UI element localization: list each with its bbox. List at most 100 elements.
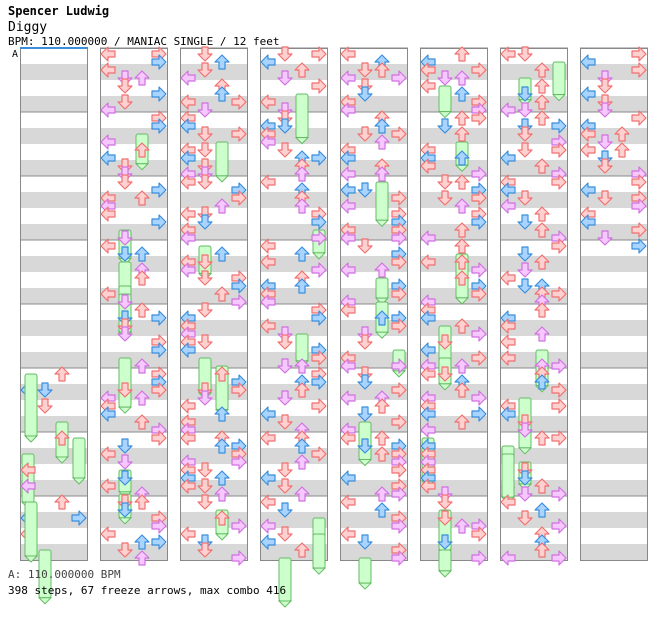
step-arrow-up — [534, 542, 550, 558]
step-arrow-right — [391, 70, 407, 86]
step-arrow-up — [294, 278, 310, 294]
step-arrow-left — [420, 406, 436, 422]
step-arrow-right — [391, 486, 407, 502]
beat-stripe — [180, 400, 248, 416]
step-arrow-right — [471, 550, 487, 566]
step-arrow-up — [454, 110, 470, 126]
step-arrow-down — [117, 502, 133, 518]
beat-stripe — [260, 272, 328, 288]
chart-column — [420, 47, 488, 561]
beat-stripe — [340, 176, 408, 192]
step-arrow-right — [551, 174, 567, 190]
step-arrow-left — [420, 230, 436, 246]
beat-stripe — [180, 256, 248, 272]
step-arrow-up — [294, 198, 310, 214]
step-arrow-up — [214, 286, 230, 302]
step-arrow-left — [340, 470, 356, 486]
beat-stripe — [580, 144, 648, 160]
step-arrow-up — [454, 150, 470, 166]
step-arrow-left — [180, 118, 196, 134]
step-arrow-up — [534, 222, 550, 238]
beat-stripe — [20, 48, 88, 64]
beat-stripe — [180, 416, 248, 432]
step-arrow-left — [500, 46, 516, 62]
step-arrow-right — [231, 278, 247, 294]
step-arrow-right — [231, 94, 247, 110]
step-arrow-down — [117, 230, 133, 246]
beat-stripe — [580, 176, 648, 192]
beat-stripe — [420, 272, 488, 288]
beat-stripe — [500, 384, 568, 400]
beat-stripe — [500, 352, 568, 368]
beat-stripe — [580, 128, 648, 144]
beat-stripe — [260, 288, 328, 304]
step-arrow-down — [117, 454, 133, 470]
step-arrow-down — [517, 46, 533, 62]
step-arrow-right — [471, 166, 487, 182]
beat-stripe — [340, 224, 408, 240]
step-arrow-down — [117, 174, 133, 190]
step-arrow-left — [180, 230, 196, 246]
beat-stripe — [260, 96, 328, 112]
step-arrow-right — [151, 54, 167, 70]
beat-stripe — [580, 432, 648, 448]
freeze-arrow — [277, 557, 293, 608]
step-arrow-left — [180, 430, 196, 446]
beat-stripe — [580, 208, 648, 224]
step-arrow-down — [517, 470, 533, 486]
step-arrow-right — [391, 254, 407, 270]
beat-stripe — [180, 336, 248, 352]
beat-stripe — [500, 272, 568, 288]
beat-stripe — [340, 288, 408, 304]
beat-stripe — [100, 320, 168, 336]
step-arrow-down — [197, 270, 213, 286]
beat-stripe — [100, 336, 168, 352]
step-arrow-up — [534, 478, 550, 494]
beat-stripe — [260, 112, 328, 128]
step-arrow-up — [294, 358, 310, 374]
step-arrow-left — [340, 302, 356, 318]
step-arrow-down — [517, 214, 533, 230]
step-arrow-down — [517, 86, 533, 102]
step-arrow-left — [420, 342, 436, 358]
beat-stripe — [180, 96, 248, 112]
step-arrow-up — [294, 542, 310, 558]
beat-stripe — [180, 160, 248, 176]
step-arrow-right — [391, 462, 407, 478]
beat-stripe — [100, 528, 168, 544]
beat-stripe — [20, 272, 88, 288]
step-arrow-right — [551, 398, 567, 414]
beat-stripe — [500, 64, 568, 80]
step-arrow-right — [631, 62, 647, 78]
beat-stripe — [260, 208, 328, 224]
beat-stripe — [420, 240, 488, 256]
beat-stripe — [100, 352, 168, 368]
step-arrow-down — [197, 390, 213, 406]
step-arrow-left — [340, 390, 356, 406]
step-arrow-up — [374, 62, 390, 78]
beat-stripe — [420, 208, 488, 224]
beat-stripe — [20, 224, 88, 240]
step-arrow-left — [260, 94, 276, 110]
beat-stripe — [340, 48, 408, 64]
beat-stripe — [340, 144, 408, 160]
step-arrow-right — [231, 382, 247, 398]
beat-stripe — [580, 64, 648, 80]
step-arrow-left — [420, 78, 436, 94]
beat-stripe — [420, 464, 488, 480]
step-arrow-left — [340, 230, 356, 246]
step-arrow-left — [500, 406, 516, 422]
step-arrow-down — [357, 438, 373, 454]
chart-meta: BPM: 110.000000 / MANIAC SINGLE / 12 fee… — [8, 35, 280, 48]
step-arrow-down — [277, 526, 293, 542]
step-arrow-down — [517, 190, 533, 206]
beat-stripe — [20, 336, 88, 352]
step-arrow-down — [517, 422, 533, 438]
beat-stripe — [100, 96, 168, 112]
beat-stripe — [20, 304, 88, 320]
chart-stats: 398 steps, 67 freeze arrows, max combo 4… — [8, 584, 287, 597]
step-arrow-down — [197, 334, 213, 350]
chart-column — [340, 47, 408, 561]
beat-stripe — [180, 512, 248, 528]
beat-stripe — [260, 432, 328, 448]
